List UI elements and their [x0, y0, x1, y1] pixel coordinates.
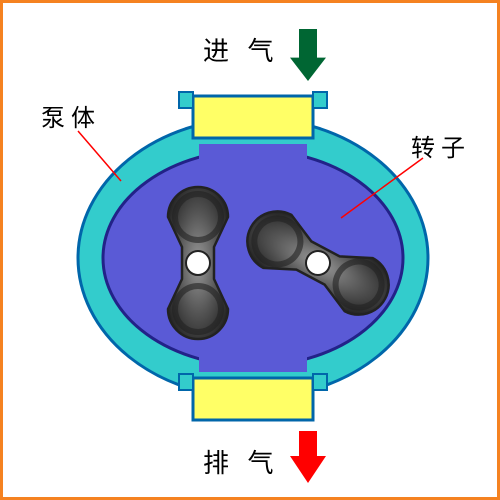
inlet-arrow-icon — [290, 29, 326, 81]
outlet-arrow-icon — [290, 431, 326, 483]
casing-label: 泵体 — [41, 98, 101, 133]
inlet-label: 进 气 — [203, 31, 280, 68]
inlet-port — [179, 92, 327, 138]
left-rotor-shaft — [186, 251, 210, 275]
diagram-frame: 进 气 排 气 泵体 转子 — [0, 0, 500, 500]
outlet-label: 排 气 — [203, 443, 280, 480]
casing-leader-line — [78, 131, 121, 181]
outlet-port — [179, 374, 327, 420]
rotor-label: 转子 — [411, 128, 471, 163]
pump-diagram-svg — [3, 3, 500, 500]
